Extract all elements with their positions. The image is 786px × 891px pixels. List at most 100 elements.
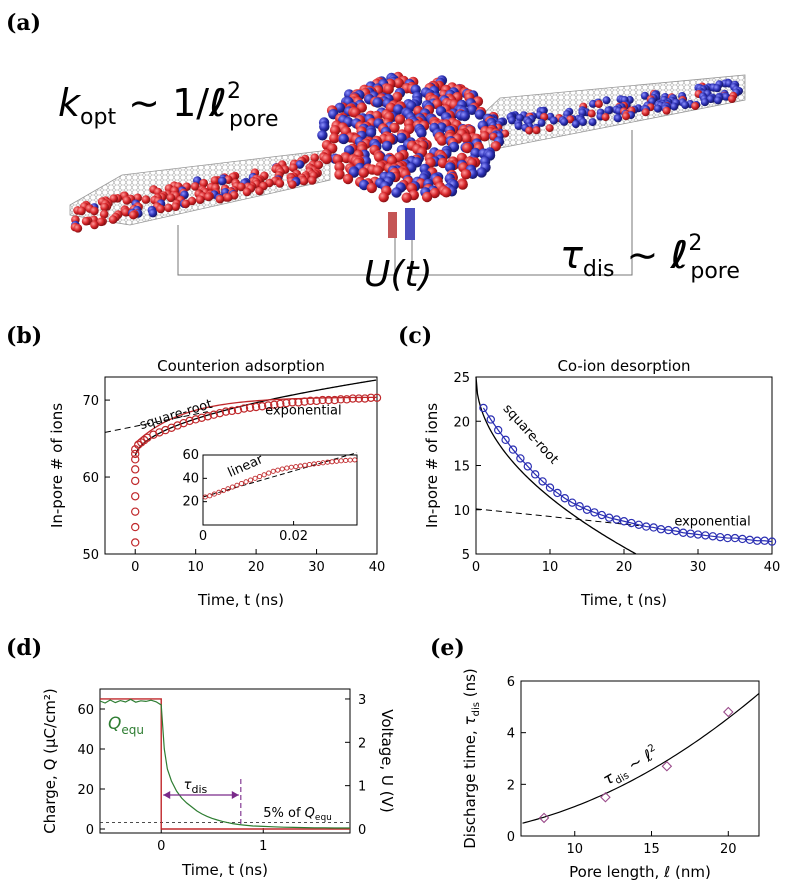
cation-sphere	[166, 193, 176, 203]
anion-sphere	[317, 130, 328, 141]
anion-sphere	[218, 176, 227, 186]
chart-c-point	[501, 435, 510, 445]
chart-b-point	[215, 408, 225, 418]
chart-b-xlabel: Time, t (ns)	[197, 591, 284, 609]
cation-sphere	[421, 191, 433, 203]
anion-sphere	[381, 140, 393, 152]
chart-c-point	[508, 445, 518, 454]
anion-sphere	[681, 101, 690, 110]
anion-sphere	[365, 127, 377, 139]
anion-sphere	[614, 114, 623, 123]
chart-d-ytick-label: 40	[77, 743, 94, 758]
chart-b-point	[131, 455, 140, 464]
panel-label-e: (e)	[430, 635, 465, 661]
anion-sphere	[549, 116, 558, 125]
chart-b-counterion-adsorption: Counterion adsorption 0 10 20 30 40 50 60 70 Time…	[48, 357, 385, 609]
cation-sphere	[436, 135, 448, 146]
chart-e-point	[538, 812, 550, 824]
chart-b-point	[342, 395, 351, 404]
chart-c-point	[516, 454, 525, 463]
chart-b-inset-point	[211, 491, 217, 497]
chart-c-point	[560, 494, 570, 503]
chart-c-ytick-label: 5	[462, 548, 470, 563]
cation-sphere	[389, 122, 400, 133]
cation-sphere	[366, 182, 377, 194]
chart-b-exp-curve	[134, 396, 378, 444]
chart-b-point	[131, 465, 140, 474]
chart-b-ytick-label: 60	[82, 471, 99, 486]
chart-b-inset-point	[266, 470, 272, 476]
cation-sphere	[394, 114, 406, 125]
ions	[70, 71, 743, 233]
anion-sphere	[589, 99, 597, 108]
cation-sphere	[289, 163, 298, 173]
cation-sphere	[156, 204, 165, 214]
cation-sphere	[299, 176, 309, 186]
chart-b-inset-point	[279, 466, 285, 472]
anion-sphere	[537, 118, 546, 127]
chart-b-ylabel: In-pore # of ions	[48, 403, 66, 528]
cation-sphere	[99, 209, 109, 219]
chart-c-point	[523, 462, 533, 471]
cation-sphere	[392, 91, 403, 103]
anion-sphere	[466, 104, 478, 116]
anion-sphere	[700, 98, 709, 107]
chart-b-inset-point	[352, 457, 358, 463]
chart-c-sqrt-curve	[475, 376, 637, 555]
anion-sphere	[604, 106, 613, 115]
chart-b-point	[239, 404, 249, 413]
voltage-label: U(t)	[364, 254, 433, 295]
anion-sphere	[508, 116, 516, 125]
cation-sphere	[164, 203, 173, 213]
anion-sphere	[653, 104, 662, 113]
chart-b-point	[209, 410, 218, 419]
chart-d-ytick-label: 0	[86, 823, 94, 838]
cation-sphere	[224, 193, 233, 202]
chart-e-ytick-label: 6	[507, 675, 515, 690]
chart-c-point	[486, 415, 495, 424]
cation-sphere	[342, 173, 354, 185]
chart-c-point	[553, 488, 562, 498]
chart-c-ylabel: In-pore # of ions	[423, 403, 441, 528]
chart-b-point	[185, 416, 194, 426]
chart-c-point	[582, 505, 592, 514]
chart-c-ytick-label: 20	[453, 415, 470, 430]
chart-c-point	[494, 425, 503, 435]
cation-sphere	[383, 83, 394, 95]
cation-sphere	[457, 179, 468, 190]
chart-b-inset-point	[248, 477, 254, 483]
cation-sphere	[215, 194, 225, 204]
cation-sphere	[100, 202, 109, 212]
cation-sphere	[545, 124, 554, 133]
chart-b-sqrt-curve	[134, 379, 377, 456]
cation-sphere	[532, 126, 541, 135]
chart-b-point	[227, 406, 237, 416]
chart-b-inset-point	[243, 479, 249, 485]
chart-d-tau-arrowhead-left	[163, 791, 171, 799]
cation-sphere	[237, 182, 246, 192]
chart-b-inset-point	[202, 494, 208, 500]
anion-sphere	[474, 109, 486, 120]
chart-b-inset-point	[252, 475, 258, 481]
cation-sphere	[401, 192, 412, 203]
chart-d-qequ-label: Qequ	[108, 714, 144, 737]
chart-c-xlabel: Time, t (ns)	[580, 591, 667, 609]
cation-sphere	[372, 165, 383, 176]
cation-sphere	[307, 176, 317, 185]
chart-b-point	[348, 394, 358, 403]
chart-b-point	[233, 405, 243, 415]
anion-sphere	[571, 120, 580, 129]
chart-b-inset-point	[220, 488, 226, 494]
chart-b-point	[354, 394, 364, 403]
circuit-wire-right	[411, 130, 633, 276]
chart-c-xtick-label: 20	[616, 560, 633, 575]
cation-sphere	[141, 195, 151, 204]
panel-label-b: (b)	[6, 323, 42, 349]
cation-sphere	[190, 182, 200, 191]
chart-d-ylabel-left: Charge, Q (μC/cm²)	[41, 688, 59, 834]
cation-sphere	[329, 133, 340, 144]
chart-d-ytick-right-label: 3	[358, 693, 366, 708]
cation-sphere	[566, 115, 575, 124]
chart-e-point	[723, 706, 734, 718]
